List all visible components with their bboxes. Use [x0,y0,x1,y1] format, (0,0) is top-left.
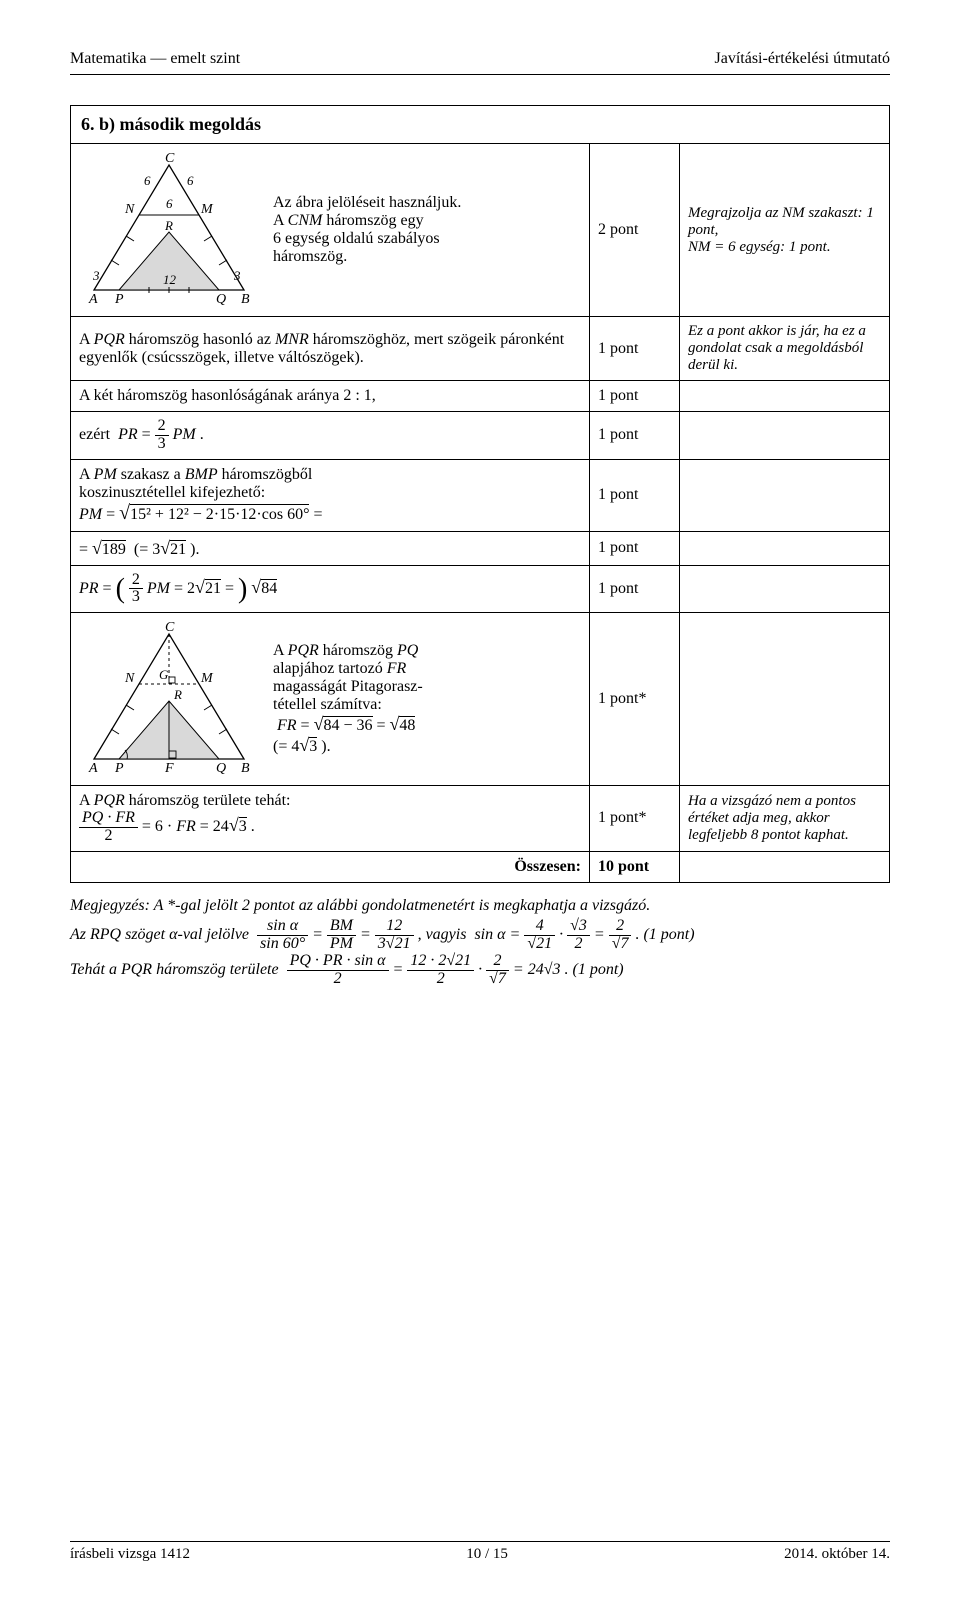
svg-text:M: M [200,202,214,217]
svg-text:M: M [200,671,214,686]
row5-desc: = √189 (= 3√21 ). [71,531,590,565]
svg-text:6: 6 [144,173,151,188]
row7-note [680,613,890,786]
svg-text:B: B [241,761,250,776]
total-note [680,851,890,882]
svg-text:6: 6 [187,173,194,188]
footer-right: 2014. október 14. [784,1546,890,1563]
svg-text:C: C [165,151,175,166]
footer: írásbeli vizsga 1412 10 / 15 2014. októb… [70,1541,890,1563]
total-pts: 10 pont [590,851,680,882]
remark-line1: Megjegyzés: A *-gal jelölt 2 pontot az a… [70,893,890,919]
row3-pts: 1 pont [590,412,680,460]
svg-text:A: A [88,761,98,776]
row6-note [680,565,890,613]
svg-text:Q: Q [216,292,226,307]
row1-note: Ez a pont akkor is jár, ha ez a gondolat… [680,317,890,381]
top-rule [70,74,890,75]
problem-title: 6. b) második megoldás [71,106,890,144]
row7-text: A PQR háromszög PQ alapjához tartozó FR … [273,642,423,756]
row2-desc: A két háromszög hasonlóságának aránya 2 … [71,381,590,412]
row7-pts: 1 pont* [590,613,680,786]
svg-text:N: N [124,671,135,686]
svg-text:P: P [114,292,124,307]
row8-pts: 1 pont* [590,786,680,852]
row0-text: Az ábra jelöléseit használjuk. A CNM hár… [273,194,461,266]
footer-center: 10 / 15 [466,1546,508,1563]
svg-text:3: 3 [233,268,241,283]
row3-note [680,412,890,460]
svg-text:12: 12 [163,272,177,287]
diagram-1: A B C P Q N M R 6 6 6 3 12 3 [79,150,259,310]
footer-left: írásbeli vizsga 1412 [70,1546,190,1563]
solution-table: 6. b) második megoldás [70,105,890,883]
header-left: Matematika — emelt szint [70,50,240,68]
svg-text:3: 3 [92,268,100,283]
row8-desc: A PQR háromszög területe tehát: PQ · FR2… [71,786,590,852]
svg-text:G: G [159,667,169,682]
row4-pts: 1 pont [590,459,680,531]
header-right: Javítási-értékelési útmutató [715,50,891,68]
diagram-2: A B C P Q N M R G F [79,619,259,779]
remark-block: Megjegyzés: A *-gal jelölt 2 pontot az a… [70,893,890,988]
row1-pts: 1 pont [590,317,680,381]
row1-desc: A PQR háromszög hasonló az MNR háromszög… [71,317,590,381]
row7-desc: A B C P Q N M R G F A PQR háromszög PQ a… [71,613,590,786]
svg-text:C: C [165,620,175,635]
row0-note: Megrajzolja az NM szakaszt: 1 pont,NM = … [680,144,890,317]
row3-desc: ezért PR = 23 PM . [71,412,590,460]
row4-desc: A PM szakasz a BMP háromszögbőlkoszinusz… [71,459,590,531]
svg-text:N: N [124,202,135,217]
svg-text:B: B [241,292,250,307]
row0-pts: 2 pont [590,144,680,317]
row2-note [680,381,890,412]
row6-desc: PR = ( 23 PM = 2√21 = ) √84 [71,565,590,613]
svg-text:F: F [164,761,174,776]
row2-pts: 1 pont [590,381,680,412]
svg-text:P: P [114,761,124,776]
row8-note: Ha a vizsgázó nem a pontos értéket adja … [680,786,890,852]
svg-text:R: R [173,687,182,702]
remark-line2: Az RPQ szöget α-val jelölve sin αsin 60°… [70,918,890,953]
row4-note [680,459,890,531]
total-label: Összesen: [71,851,590,882]
svg-text:A: A [88,292,98,307]
row5-pts: 1 pont [590,531,680,565]
svg-text:Q: Q [216,761,226,776]
bottom-rule [70,1541,890,1542]
row6-pts: 1 pont [590,565,680,613]
remark-line3: Tehát a PQR háromszög területe PQ · PR ·… [70,953,890,988]
svg-text:R: R [164,218,173,233]
row0-desc: A B C P Q N M R 6 6 6 3 12 3 [71,144,590,317]
row5-note [680,531,890,565]
svg-text:6: 6 [166,196,173,211]
